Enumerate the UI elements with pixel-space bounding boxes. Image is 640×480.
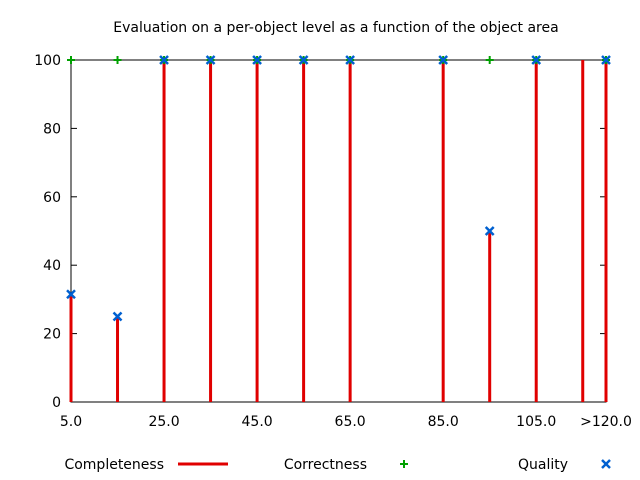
legend-sample-cross xyxy=(601,459,611,469)
x-tick-label: 85.0 xyxy=(428,414,459,430)
chart-legend: Completeness Correctness Quality xyxy=(64,457,611,473)
x-tick-label: >120.0 xyxy=(580,414,632,430)
y-tick-label: 20 xyxy=(43,327,61,343)
legend-item-quality: Quality xyxy=(518,457,611,473)
quality-point xyxy=(205,55,216,65)
y-tick-label: 0 xyxy=(52,395,61,411)
legend-sample-cross-b xyxy=(601,459,611,469)
quality-point xyxy=(601,55,611,65)
quality-point-b xyxy=(252,55,262,65)
correctness-point xyxy=(67,56,75,64)
plot-marks xyxy=(66,55,611,402)
y-tick-label: 80 xyxy=(43,121,61,137)
quality-point xyxy=(252,55,262,65)
quality-point-b xyxy=(438,55,449,65)
quality-point-b xyxy=(205,55,216,65)
plot-frame xyxy=(70,59,607,403)
correctness-point xyxy=(485,56,494,64)
quality-point xyxy=(159,55,169,65)
x-tick-label: 105.0 xyxy=(516,414,556,430)
legend-item-correctness: Correctness xyxy=(284,457,408,473)
quality-point-b xyxy=(484,226,495,236)
quality-point-b xyxy=(298,55,309,65)
y-tick-label: 40 xyxy=(43,258,61,274)
x-tick-label: 25.0 xyxy=(148,414,179,430)
quality-point-b xyxy=(159,55,169,65)
quality-point xyxy=(484,226,495,236)
quality-point-b xyxy=(112,311,123,322)
quality-point-b xyxy=(601,55,611,65)
quality-point xyxy=(66,289,76,300)
legend-label: Quality xyxy=(518,457,568,473)
x-tick-label: 65.0 xyxy=(335,414,366,430)
legend-label: Correctness xyxy=(284,457,367,473)
x-tick-label: 5.0 xyxy=(60,414,82,430)
quality-point xyxy=(438,55,449,65)
quality-point xyxy=(531,55,542,65)
chart-title: Evaluation on a per-object level as a fu… xyxy=(113,20,558,36)
series-completeness xyxy=(69,60,608,402)
quality-point xyxy=(112,311,123,322)
quality-point-b xyxy=(531,55,542,65)
correctness-point xyxy=(113,56,122,64)
series-quality xyxy=(66,55,611,322)
legend-sample-plus xyxy=(400,460,408,468)
legend-item-completeness: Completeness xyxy=(64,457,228,473)
plot-axes: 0 20 40 60 80 100 5.0 25.0 45.0 65.0 85.0 105.0 >120… xyxy=(34,53,632,430)
y-tick-label: 60 xyxy=(43,190,61,206)
quality-point-b xyxy=(66,289,76,300)
legend-label: Completeness xyxy=(64,457,164,473)
y-tick-label: 100 xyxy=(34,53,61,69)
quality-point xyxy=(298,55,309,65)
x-tick-label: 45.0 xyxy=(242,414,273,430)
quality-point xyxy=(345,55,356,65)
quality-point-b xyxy=(345,55,356,65)
